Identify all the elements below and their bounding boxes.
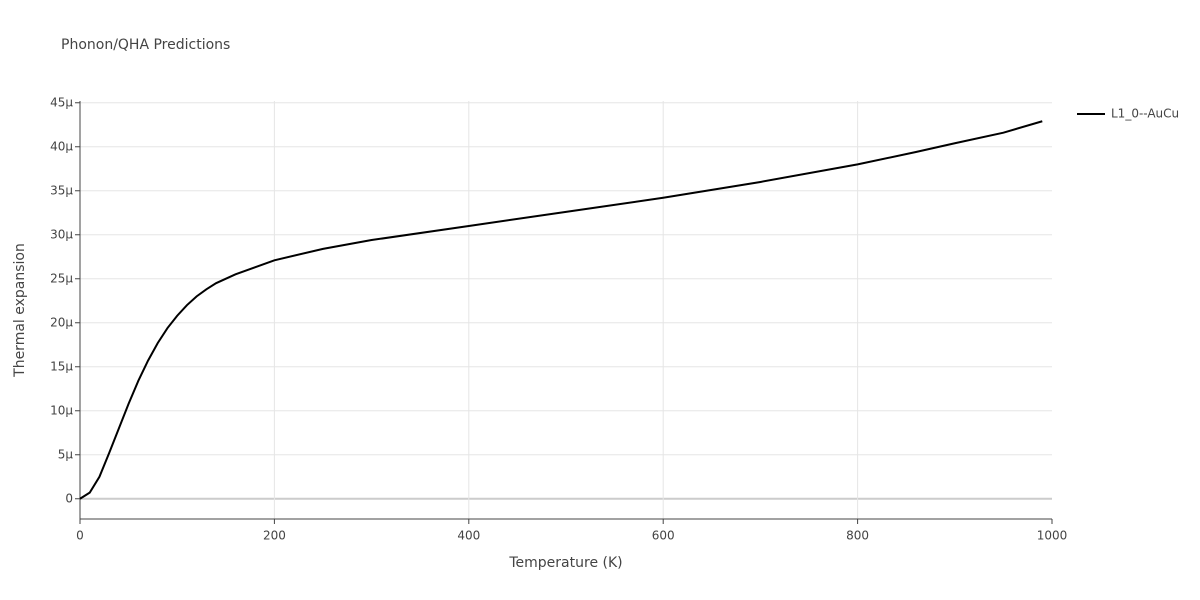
y-tick-label: 45μ [50, 95, 73, 109]
legend-label: L1_0--AuCu [1111, 107, 1179, 121]
y-axis-title: Thermal expansion [12, 243, 28, 378]
x-tick-label: 800 [846, 529, 869, 543]
y-tick-label: 35μ [50, 183, 73, 197]
y-tick-label: 5μ [58, 447, 74, 461]
x-tick-label: 600 [652, 529, 675, 543]
data-line [79, 120, 1043, 500]
y-tick-label: 10μ [50, 403, 73, 417]
y-tick-label: 25μ [50, 271, 73, 285]
chart-title: Phonon/QHA Predictions [61, 37, 230, 53]
x-tick-label: 200 [263, 529, 286, 543]
y-tick-label: 0 [65, 491, 73, 505]
x-axis-title: Temperature (K) [508, 555, 622, 571]
y-tick-label: 15μ [50, 359, 73, 373]
y-tick-label: 20μ [50, 315, 73, 329]
x-tick-label: 1000 [1037, 529, 1068, 543]
x-tick-label: 0 [76, 529, 84, 543]
x-tick-label: 400 [457, 529, 480, 543]
y-tick-label: 40μ [50, 139, 73, 153]
y-tick-label: 30μ [50, 227, 73, 241]
